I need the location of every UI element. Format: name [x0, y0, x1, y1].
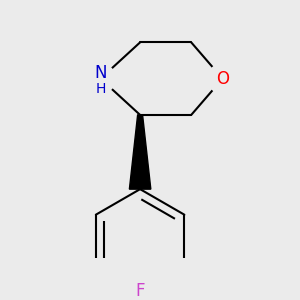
Circle shape	[86, 64, 116, 94]
Text: F: F	[135, 282, 145, 300]
Text: H: H	[95, 82, 106, 96]
Circle shape	[125, 277, 155, 300]
Polygon shape	[129, 115, 151, 189]
Circle shape	[208, 64, 237, 94]
Text: N: N	[94, 64, 107, 82]
Text: O: O	[216, 70, 229, 88]
